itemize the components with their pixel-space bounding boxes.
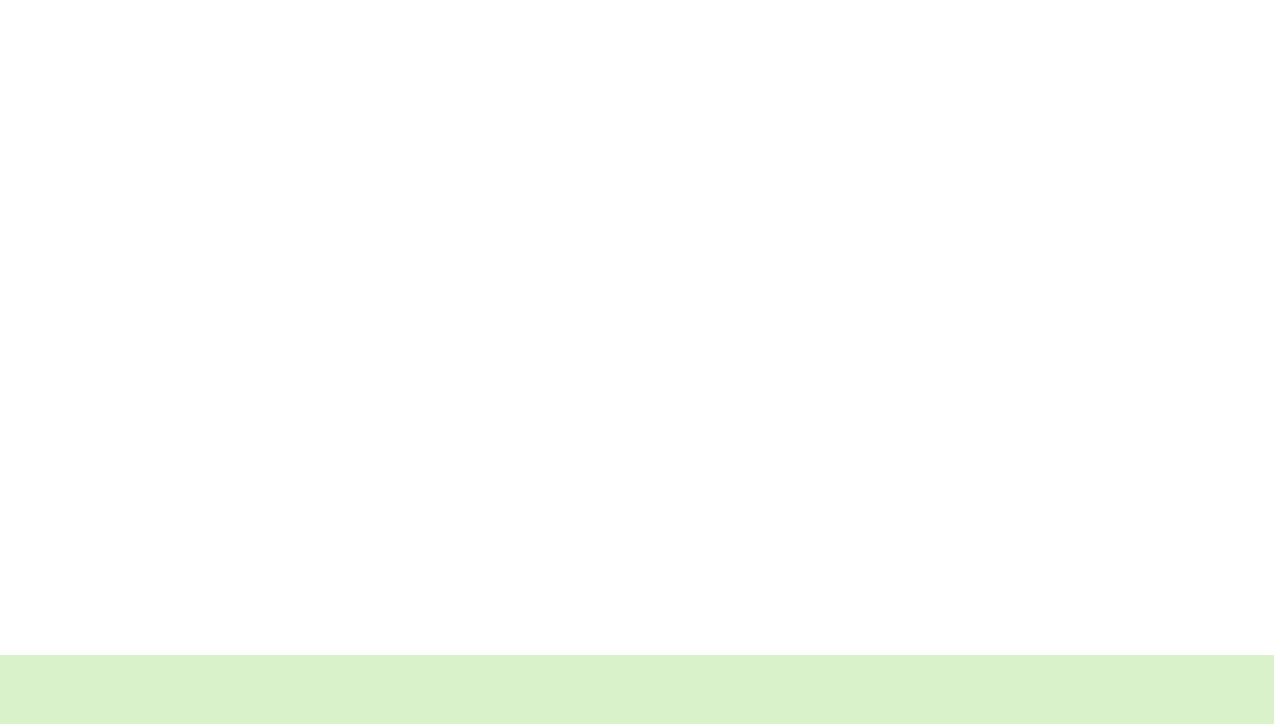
weather-chart: [0, 0, 1274, 655]
sensor-stats-table: [0, 655, 1274, 724]
